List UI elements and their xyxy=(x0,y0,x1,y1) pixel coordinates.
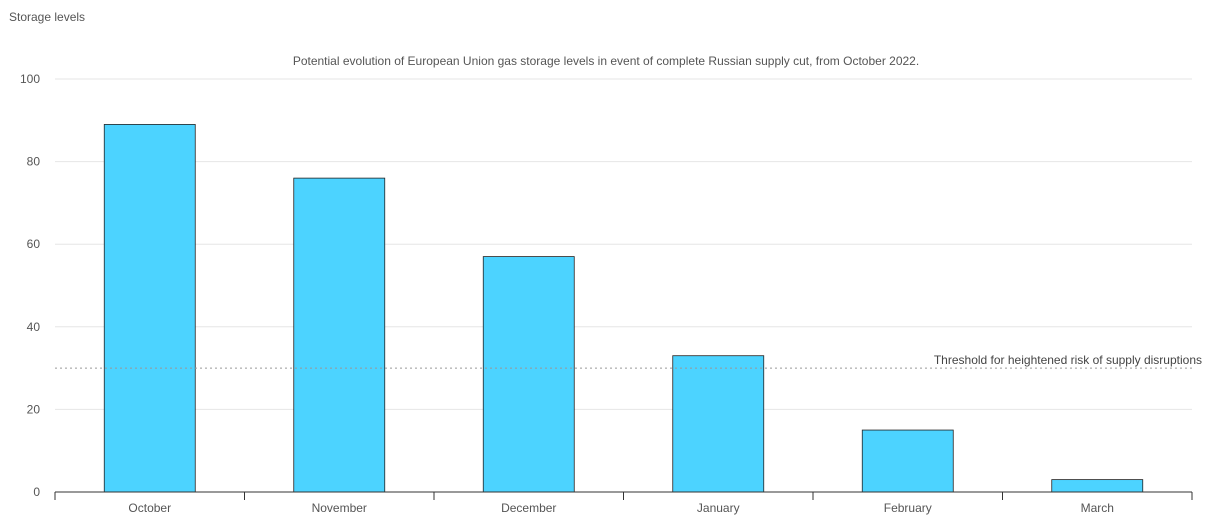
chart-title: Potential evolution of European Union ga… xyxy=(293,54,919,68)
bar-october xyxy=(103,124,196,493)
x-tick-label: October xyxy=(128,501,171,515)
x-tick-label: March xyxy=(1081,501,1114,515)
bar-november xyxy=(293,177,386,493)
y-tick-label: 20 xyxy=(27,402,41,416)
bar-february xyxy=(861,429,954,493)
bar-december xyxy=(482,256,575,493)
x-axis: October November December January February Ma… xyxy=(54,491,1193,515)
y-tick-label: 60 xyxy=(27,237,41,251)
y-axis-label: Storage levels xyxy=(9,10,86,24)
y-tick-labels: 0 20 40 60 80 100 xyxy=(20,72,40,499)
threshold-label: Threshold for heightened risk of supply … xyxy=(934,353,1202,367)
y-tick-label: 80 xyxy=(27,155,41,169)
x-tick-label: November xyxy=(312,501,367,515)
bar-january xyxy=(672,355,765,493)
bar-march xyxy=(1051,479,1144,493)
x-tick-label: January xyxy=(697,501,740,515)
gridlines xyxy=(55,78,1192,410)
y-tick-label: 100 xyxy=(20,72,40,86)
y-tick-label: 40 xyxy=(27,320,41,334)
y-tick-label: 0 xyxy=(33,485,40,499)
threshold: Threshold for heightened risk of supply … xyxy=(55,353,1202,369)
x-tick-label: February xyxy=(884,501,932,515)
bars xyxy=(103,124,1144,493)
x-tick-label: December xyxy=(501,501,556,515)
